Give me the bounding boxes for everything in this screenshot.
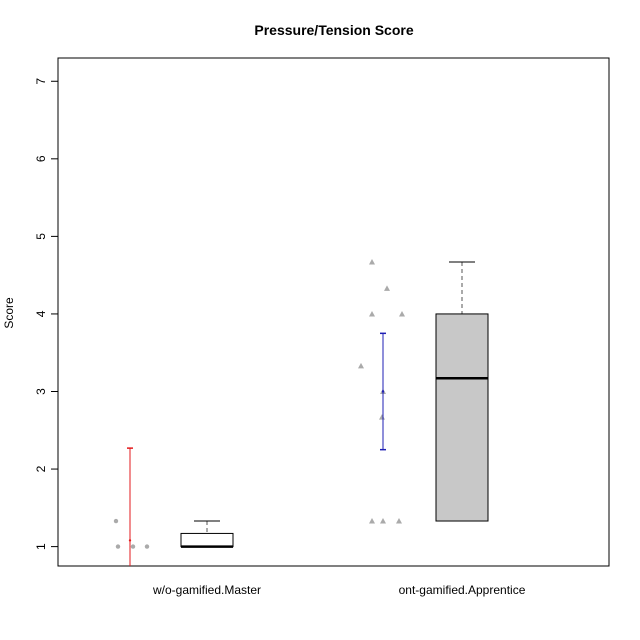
y-tick-label: 4 [34, 310, 48, 317]
data-point [115, 544, 121, 549]
box [435, 313, 489, 522]
data-point [369, 258, 375, 265]
plot-frame [57, 57, 610, 567]
data-point [384, 285, 390, 291]
y-tick-label: 5 [34, 233, 48, 240]
y-axis-label: Score [2, 297, 16, 329]
x-tick-label: ont-gamified.Apprentice [399, 583, 526, 597]
data-point [380, 518, 386, 524]
plot-area: 1 2 3 4 5 6 7 w/o-gamified.Master ont-gamified.A… [34, 57, 610, 597]
data-point [369, 310, 375, 317]
y-tick-label: 1 [34, 543, 48, 550]
box [180, 532, 234, 548]
data-point [396, 518, 402, 524]
data-point [144, 544, 150, 549]
data-point [399, 310, 405, 317]
data-point [379, 414, 385, 420]
data-point [369, 518, 375, 524]
y-tick-label: 2 [34, 465, 48, 472]
y-tick-label: 6 [34, 155, 48, 162]
data-point [358, 362, 364, 369]
y-tick-label: 7 [34, 78, 48, 85]
chart-title: Pressure/Tension Score [254, 22, 413, 38]
error-bar-mean [128, 539, 132, 542]
y-tick-label: 3 [34, 388, 48, 395]
data-point [130, 544, 136, 549]
x-tick-label: w/o-gamified.Master [152, 583, 261, 597]
data-point [113, 518, 119, 524]
error-bar-mean [381, 390, 385, 393]
